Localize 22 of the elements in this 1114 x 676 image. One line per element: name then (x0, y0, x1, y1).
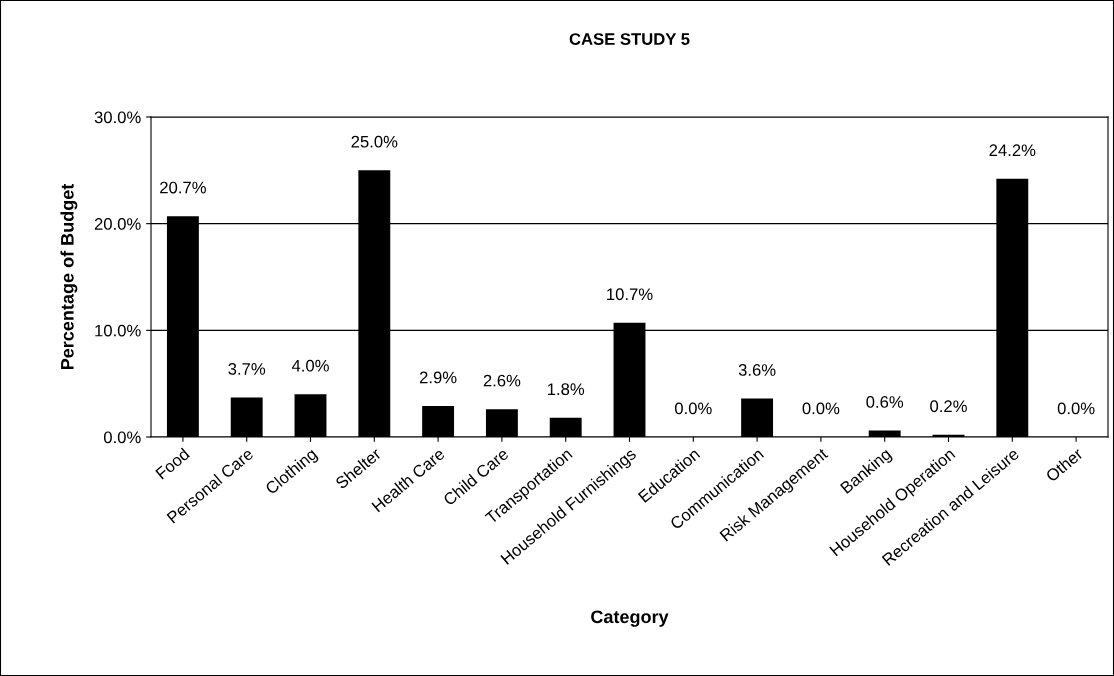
data-label: 20.7% (160, 181, 206, 194)
data-label: 25.0% (351, 135, 398, 148)
data-label: 10.7% (607, 288, 653, 301)
data-label: 3.6% (738, 364, 776, 376)
y-tick-label: 20.0% (94, 218, 141, 230)
data-label: 4.0% (291, 359, 329, 372)
data-label: 0.2% (930, 400, 967, 413)
data-label: 0.6% (866, 396, 904, 408)
data-label: 0.0% (802, 402, 840, 415)
y-tick-label: 10.0% (95, 324, 141, 337)
data-label: 2.6% (483, 374, 521, 387)
data-label: 0.0% (1057, 402, 1095, 415)
y-tick-label: 30.0% (94, 111, 141, 124)
data-label: 3.7% (228, 362, 266, 375)
data-label: 1.8% (547, 383, 585, 396)
y-tick-label: 0.0% (103, 431, 141, 444)
chart-title: CASE STUDY 5 (569, 33, 690, 45)
x-axis-title: Category (591, 610, 669, 627)
data-label: 2.9% (419, 371, 457, 384)
y-axis-title: Percentage of Budget (60, 183, 78, 370)
data-label: 24.2% (989, 144, 1036, 157)
data-label: 0.0% (674, 402, 712, 415)
